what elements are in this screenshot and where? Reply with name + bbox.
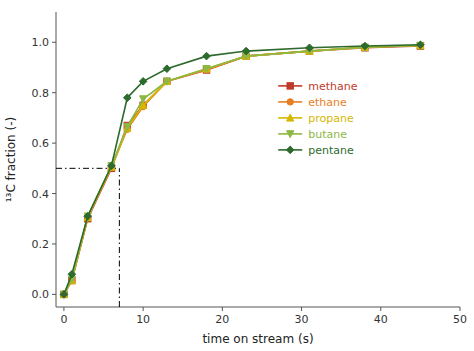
- y-tick: [52, 294, 56, 295]
- data-point: [60, 291, 68, 299]
- data-point: [108, 162, 116, 170]
- data-point: [203, 66, 210, 73]
- plot-area: [56, 41, 424, 307]
- y-tick-label: 1.0: [32, 36, 50, 49]
- series-line: [64, 46, 420, 295]
- chart-container: 0 10 20 30 40 50 0.0 0.2 0.4 0.6 0.8 1.0 time on str…: [0, 0, 474, 351]
- legend-marker: [287, 99, 293, 105]
- y-tick: [52, 92, 56, 93]
- legend-entry: ethane: [278, 96, 347, 109]
- y-axis-label: ¹³C fraction (-): [4, 117, 18, 202]
- data-point: [61, 291, 67, 297]
- legend-entry: methane: [278, 80, 357, 93]
- data-point: [60, 291, 67, 298]
- y-tick: [52, 243, 56, 244]
- reference-line-vertical: [119, 168, 120, 307]
- legend-label: pentane: [308, 144, 354, 157]
- series: [61, 43, 424, 298]
- x-axis-label: time on stream (s): [202, 332, 313, 346]
- y-tick: [52, 193, 56, 194]
- legend-label: ethane: [308, 96, 347, 109]
- x-tick-label: 50: [453, 313, 467, 326]
- y-tick: [52, 143, 56, 144]
- x-axis-line: [56, 307, 460, 308]
- data-point: [68, 270, 76, 278]
- chart: 0 10 20 30 40 50 0.0 0.2 0.4 0.6 0.8 1.0 time on str…: [0, 0, 474, 351]
- x-tick-label: 20: [215, 313, 229, 326]
- y-tick-label: 0.0: [32, 288, 50, 301]
- y-tick-label: 0.4: [32, 188, 50, 201]
- legend-marker: [287, 114, 294, 121]
- x-tick: [460, 307, 461, 311]
- y-tick-label: 0.6: [32, 137, 50, 150]
- data-point: [61, 291, 67, 297]
- y-tick-label: 0.2: [32, 238, 50, 251]
- data-point: [203, 52, 211, 60]
- series: [60, 42, 424, 298]
- x-tick-label: 40: [374, 313, 388, 326]
- legend-entry: pentane: [278, 144, 354, 157]
- legend-marker: [287, 83, 293, 89]
- series: [61, 42, 424, 297]
- data-point: [417, 41, 425, 49]
- data-point: [306, 44, 314, 52]
- x-tick: [63, 307, 64, 311]
- legend: methane ethane propane butane pentane: [278, 80, 357, 157]
- series-line: [64, 45, 420, 295]
- series-line: [64, 46, 420, 294]
- y-tick-label: 0.8: [32, 87, 50, 100]
- legend-entry: propane: [278, 112, 354, 125]
- data-point: [203, 65, 210, 72]
- legend-marker: [286, 146, 294, 154]
- y-tick: [52, 42, 56, 43]
- data-point: [417, 42, 424, 49]
- data-point: [108, 163, 115, 170]
- series: [60, 42, 424, 298]
- x-tick: [143, 307, 144, 311]
- x-tick-label: 10: [136, 313, 150, 326]
- x-tick: [301, 307, 302, 311]
- data-point: [163, 65, 171, 73]
- legend-entry: butane: [278, 128, 347, 141]
- data-point: [123, 94, 131, 102]
- y-axis-line: [56, 12, 57, 307]
- series-line: [64, 46, 420, 295]
- data-point: [242, 47, 250, 55]
- data-point: [60, 291, 67, 298]
- axes: 0 10 20 30 40 50 0.0 0.2 0.4 0.6 0.8 1.0: [32, 12, 468, 326]
- data-point: [140, 96, 147, 103]
- data-point: [84, 213, 91, 220]
- x-tick: [380, 307, 381, 311]
- legend-marker: [287, 131, 294, 138]
- legend-label: propane: [308, 112, 354, 125]
- x-tick-label: 30: [295, 313, 309, 326]
- data-point: [124, 124, 131, 131]
- data-point: [361, 42, 369, 50]
- legend-label: butane: [308, 128, 347, 141]
- legend-label: methane: [308, 80, 357, 93]
- x-tick-label: 0: [60, 313, 67, 326]
- series-line: [64, 46, 420, 295]
- x-tick: [222, 307, 223, 311]
- data-point: [84, 212, 92, 220]
- series: [60, 41, 424, 298]
- data-point: [139, 78, 147, 86]
- data-point: [163, 78, 170, 85]
- data-point: [124, 124, 131, 131]
